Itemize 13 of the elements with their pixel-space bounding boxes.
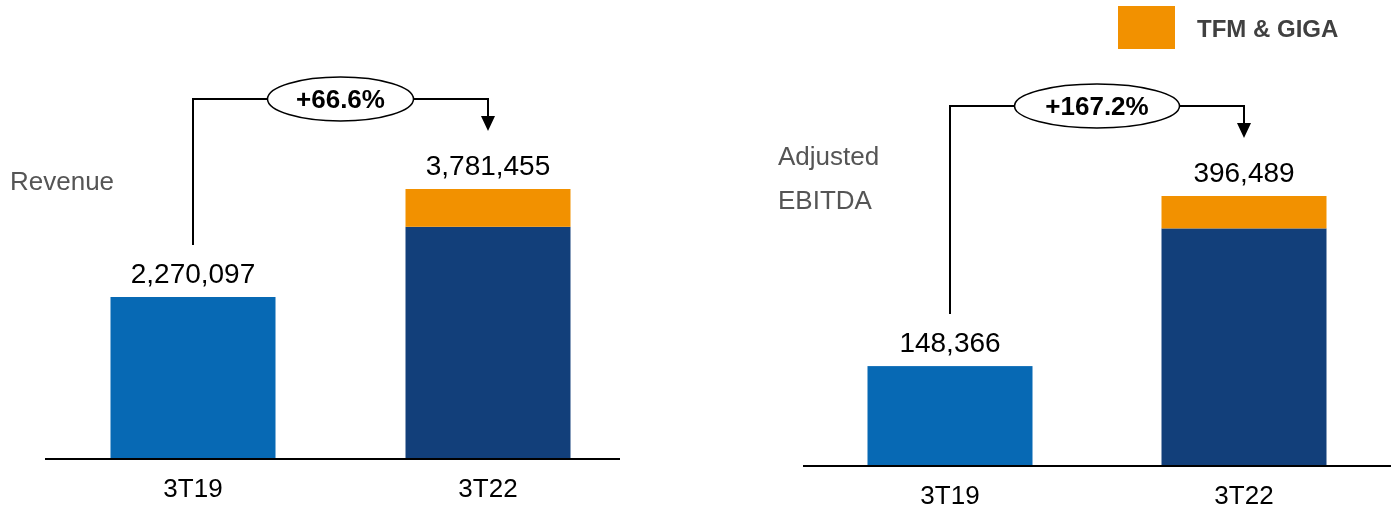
annotation: 148,366 <box>899 327 1001 359</box>
text: +167.2% <box>1045 91 1149 121</box>
x-tick-label: 3T19 <box>920 480 980 510</box>
annotation: 396,489 <box>1193 157 1295 188</box>
annotation: 3,781,455 <box>425 150 551 181</box>
y-axis-title: Adjusted EBITDA <box>778 141 880 215</box>
legend-label: TFM & GIGA <box>1197 15 1339 42</box>
x-tick-label: 3T22 <box>458 473 518 503</box>
y-axis-title: Revenue <box>10 166 115 196</box>
x-tick-label: 3T22 <box>1214 480 1274 510</box>
x-tick-label: 3T19 <box>163 473 223 503</box>
text: +66.6% <box>296 84 385 114</box>
annotation: 2,270,097 <box>130 258 256 289</box>
